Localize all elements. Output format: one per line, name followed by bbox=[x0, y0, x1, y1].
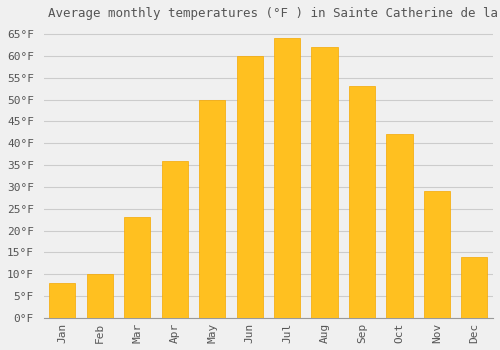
Bar bbox=[312, 47, 338, 318]
Bar bbox=[236, 56, 262, 318]
Bar bbox=[274, 38, 300, 318]
Bar bbox=[50, 283, 76, 318]
Bar bbox=[424, 191, 450, 318]
Bar bbox=[199, 99, 226, 318]
Bar bbox=[86, 274, 113, 318]
Text: Average monthly temperatures (°F ) in Sainte Catherine de la Jacques Cartier: Average monthly temperatures (°F ) in Sa… bbox=[48, 7, 500, 20]
Bar bbox=[124, 217, 150, 318]
Bar bbox=[349, 86, 375, 318]
Bar bbox=[386, 134, 412, 318]
Bar bbox=[461, 257, 487, 318]
Bar bbox=[162, 161, 188, 318]
